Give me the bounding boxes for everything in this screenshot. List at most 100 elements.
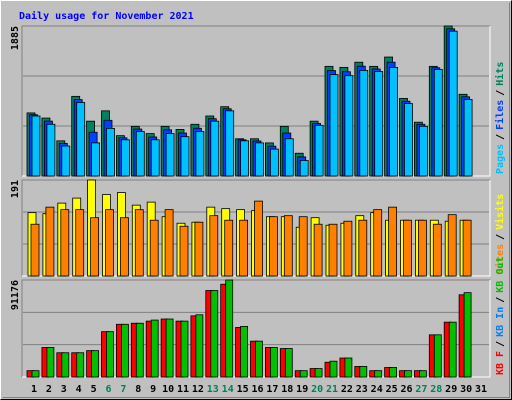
bar	[358, 219, 368, 277]
y-tick-label: 1885	[10, 26, 21, 50]
bar	[134, 209, 144, 277]
bar	[389, 66, 399, 177]
legend: Pages / Files / Hits	[494, 62, 506, 174]
x-tick-label: 23	[356, 384, 368, 395]
x-tick-label: 14	[222, 384, 234, 395]
bar	[344, 75, 354, 177]
legend-entry: Visits	[494, 194, 506, 230]
bar	[433, 69, 443, 177]
bar	[106, 331, 114, 378]
x-tick-label: 10	[162, 384, 174, 395]
x-tick-label: 24	[371, 384, 383, 395]
legend-entry: Pages	[495, 144, 506, 174]
bar	[343, 220, 353, 277]
bar	[389, 367, 398, 378]
bar	[298, 216, 308, 277]
bar	[403, 219, 412, 277]
x-tick-label: 21	[326, 384, 338, 395]
bar	[433, 334, 442, 378]
x-tick-label: 17	[266, 384, 278, 395]
bar	[463, 99, 473, 177]
bar	[313, 223, 323, 277]
bar	[90, 217, 99, 277]
bar	[225, 110, 235, 177]
bar	[31, 370, 40, 378]
bar	[46, 123, 56, 177]
y-tick-label: 191	[10, 180, 21, 198]
bar	[150, 139, 160, 177]
x-tick-label: 18	[281, 384, 293, 395]
bar	[135, 322, 144, 378]
bar	[165, 318, 174, 378]
chart-title: Daily usage for November 2021	[19, 10, 194, 22]
bar	[418, 370, 427, 378]
x-tick-label: 30	[460, 384, 472, 395]
bar	[255, 340, 263, 378]
x-tick-label: 6	[105, 384, 111, 395]
legend-entry: Sites	[494, 244, 506, 274]
bar	[255, 142, 264, 177]
bar	[269, 148, 279, 177]
x-tick-label: 16	[251, 384, 263, 395]
bar	[254, 200, 263, 277]
bar	[418, 125, 428, 177]
bar	[150, 319, 159, 378]
bar	[135, 131, 145, 177]
bar	[149, 219, 159, 277]
bar	[61, 145, 71, 177]
bar	[240, 140, 250, 177]
bar	[448, 321, 457, 378]
bar	[91, 350, 99, 378]
bar	[76, 352, 85, 378]
bar	[210, 120, 220, 177]
bar	[314, 124, 324, 177]
legend: KB F / KB In / KB Out	[495, 257, 506, 375]
x-tick-label: 20	[311, 384, 323, 395]
x-tick-label: 11	[177, 384, 189, 395]
bar	[359, 70, 369, 177]
legend-separator: /	[495, 234, 506, 240]
x-tick-label: 12	[192, 384, 204, 395]
bar	[91, 142, 100, 177]
bar	[45, 206, 55, 277]
legend-separator: /	[495, 297, 506, 303]
bar	[209, 215, 219, 277]
x-tick-label: 4	[76, 384, 82, 395]
bar	[373, 209, 383, 277]
bar	[462, 219, 472, 277]
bar	[268, 216, 278, 277]
bar	[180, 320, 189, 378]
x-tick-label: 29	[445, 384, 457, 395]
bar	[210, 290, 219, 378]
bar	[328, 223, 338, 277]
bar	[121, 323, 129, 378]
x-tick-label: 19	[296, 384, 308, 395]
legend: Sites / Visits	[494, 194, 506, 274]
legend-entry: KB F	[495, 351, 506, 375]
x-tick-label: 25	[386, 384, 398, 395]
x-tick-label: 3	[61, 384, 67, 395]
bar	[284, 138, 294, 177]
bar	[30, 223, 40, 277]
legend-entry: Hits	[494, 62, 506, 86]
x-tick-label: 27	[415, 384, 427, 395]
bar	[299, 160, 309, 177]
bar	[359, 366, 368, 378]
x-tick-label: 31	[475, 384, 487, 395]
bar	[180, 136, 190, 177]
bar	[344, 357, 353, 378]
legend-entry: KB In	[495, 307, 506, 337]
bar	[329, 360, 338, 378]
bar	[374, 71, 384, 177]
bar	[314, 368, 323, 378]
bar	[329, 74, 339, 177]
bar	[404, 370, 412, 378]
bar	[75, 209, 85, 277]
bar	[31, 115, 41, 177]
legend-separator: /	[495, 134, 506, 140]
bar	[417, 219, 427, 277]
bar	[448, 30, 458, 177]
legend-entry: Files	[494, 100, 506, 130]
